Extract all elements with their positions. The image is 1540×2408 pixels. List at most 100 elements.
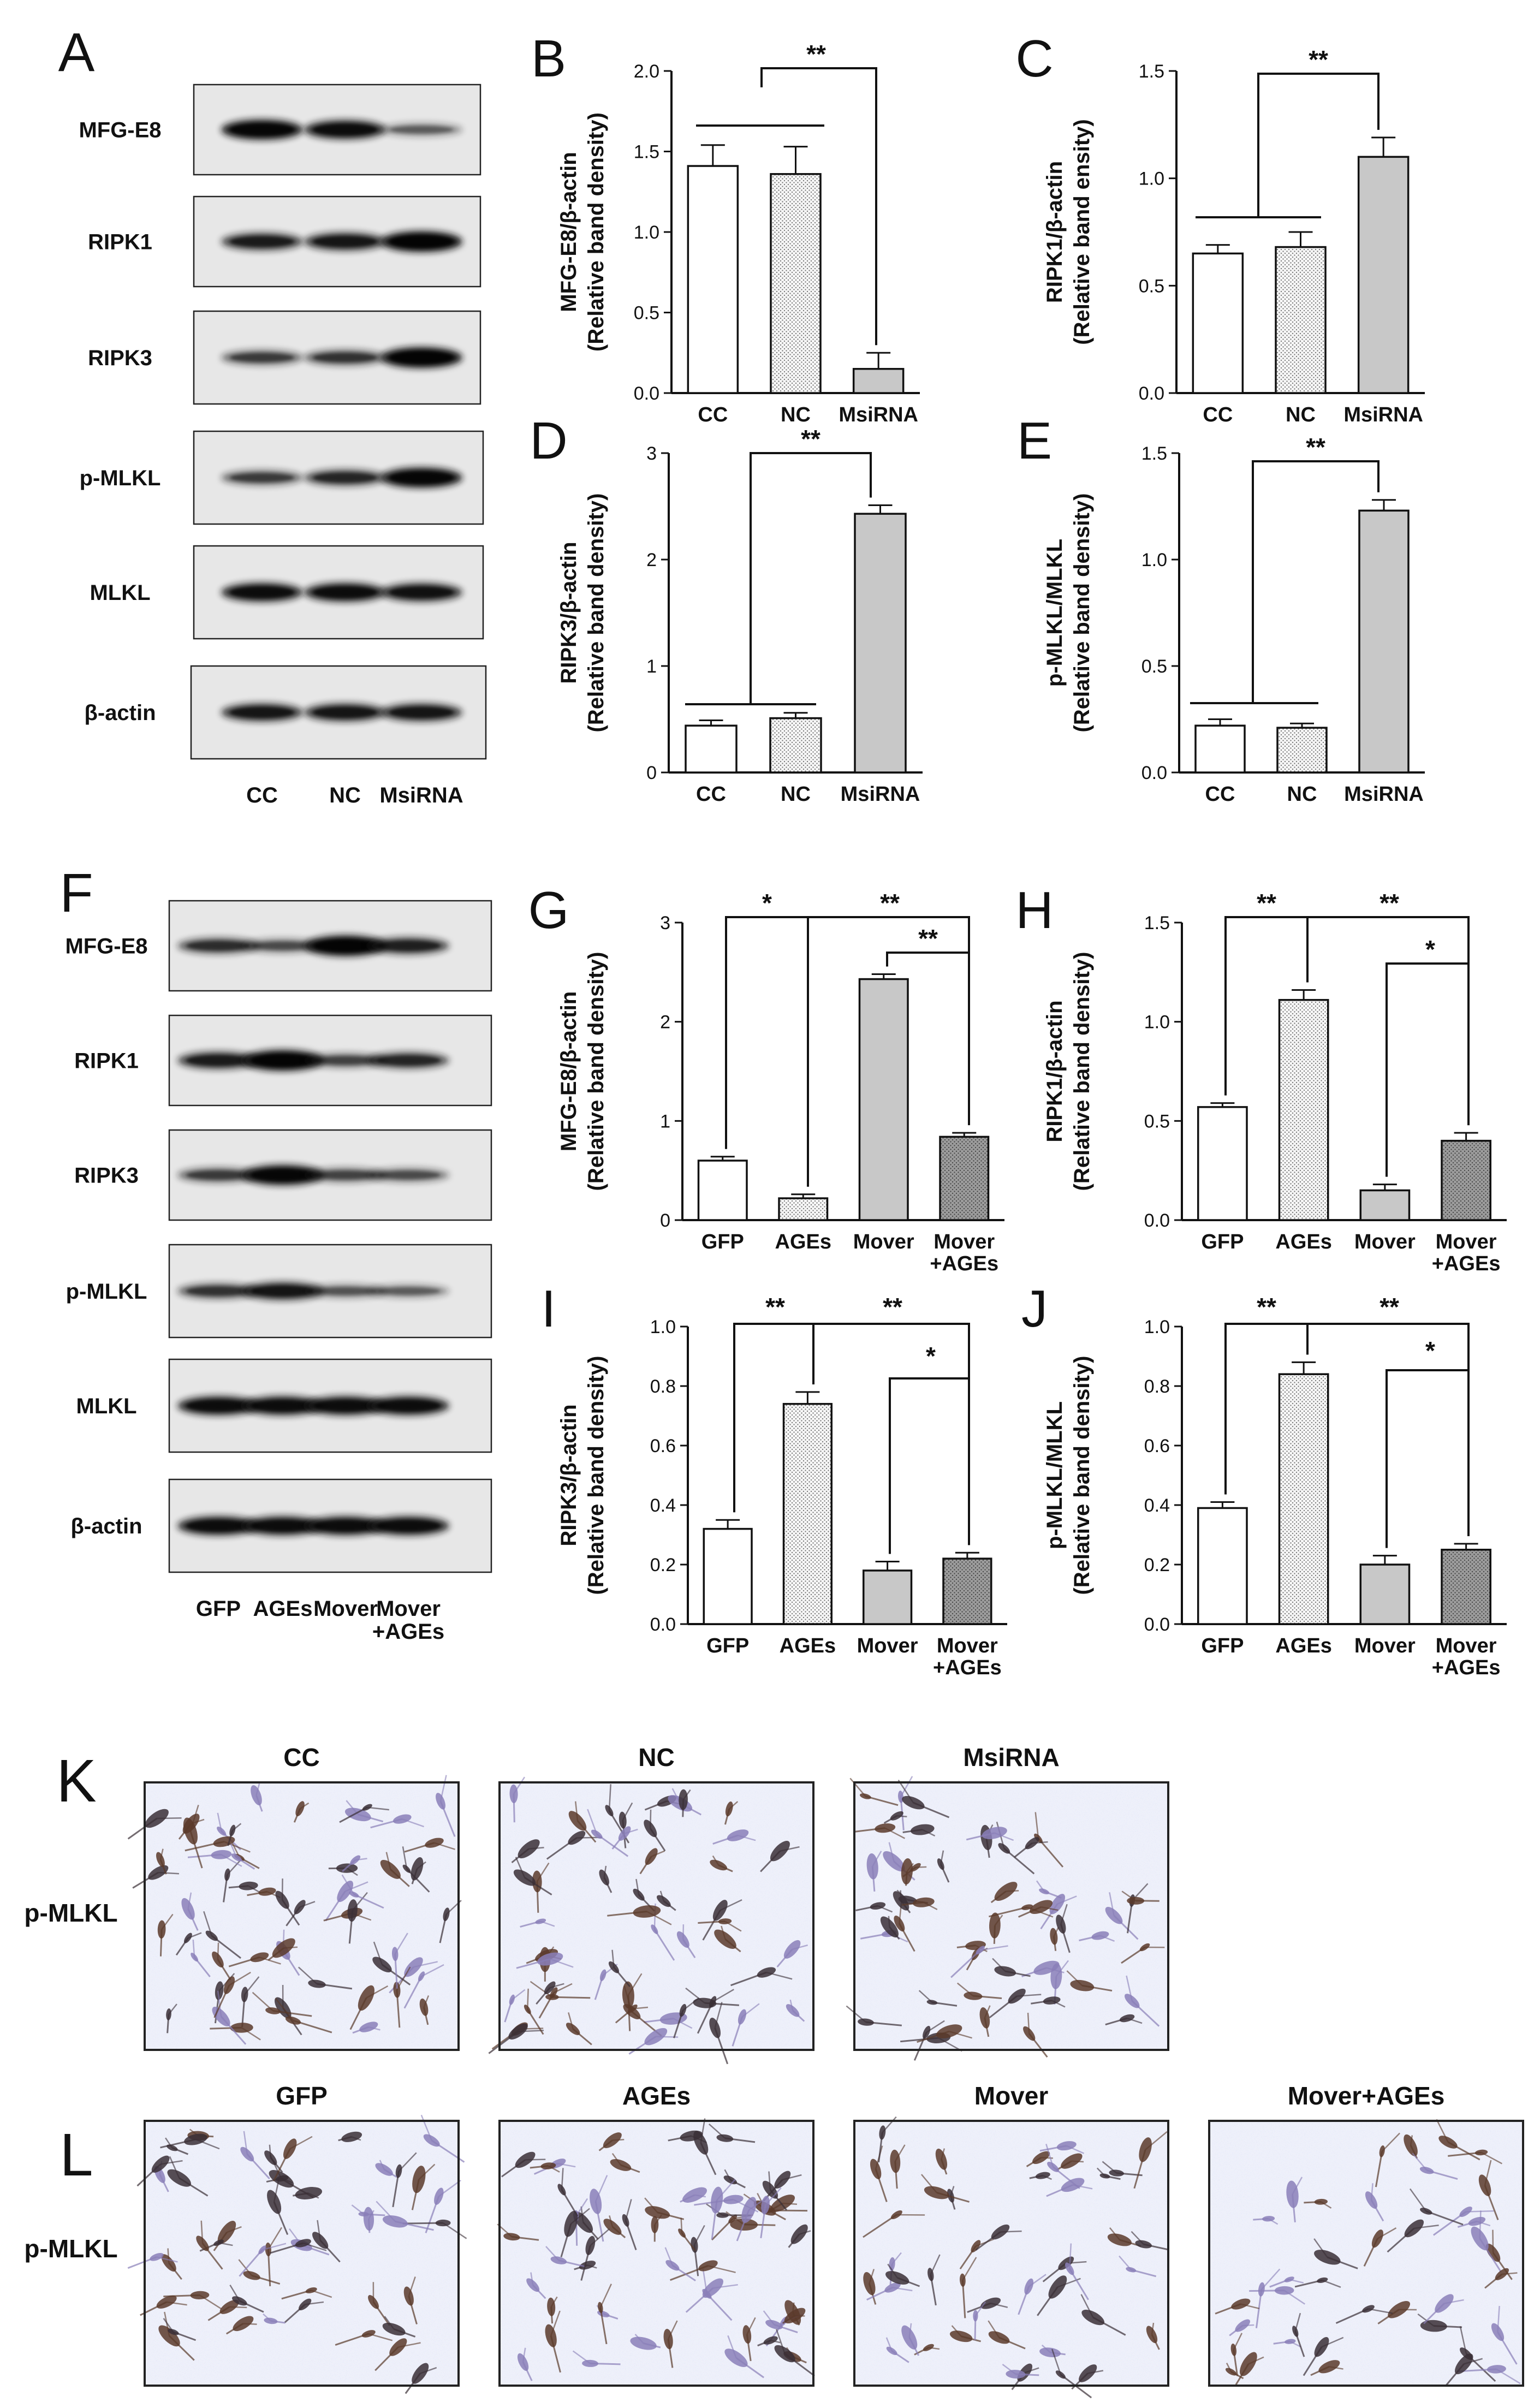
cell-process [792, 2009, 805, 2022]
cell-process [263, 2313, 271, 2322]
micrograph-texture [145, 2121, 459, 2386]
cell-process [988, 2320, 1000, 2338]
cell-process [1335, 2308, 1369, 2324]
cell-process [1377, 2309, 1400, 2324]
cell-process [1131, 2269, 1157, 2278]
significance-bracket [1257, 73, 1380, 217]
cell-process [1151, 2322, 1155, 2335]
cell-process [1151, 2334, 1160, 2350]
cell-process [603, 1877, 613, 1893]
significance-label: * [926, 1342, 936, 1370]
cell-process [411, 1868, 418, 1884]
cell-process [716, 2179, 736, 2201]
cell-process [894, 2161, 898, 2189]
cell-process [871, 1866, 876, 1892]
cell-process [1409, 2188, 1427, 2212]
cell-process [252, 1991, 273, 2012]
cell-process [370, 1818, 403, 1829]
cell-process [1303, 2346, 1323, 2376]
protein-label: RIPK1 [88, 230, 152, 254]
cell-process [175, 1937, 189, 1956]
cell-process [293, 2019, 332, 2034]
cell-process [395, 2220, 434, 2231]
bar [703, 1527, 753, 1625]
cell-process [160, 2138, 196, 2149]
cell-process [728, 1801, 739, 1810]
cell-process [284, 2304, 306, 2323]
cell-process [918, 1990, 933, 2003]
micrograph-title: CC [283, 1743, 319, 1771]
cell-process [570, 2208, 590, 2225]
cell-process [203, 1911, 213, 1936]
cell-process [698, 1921, 726, 1924]
cell-process [1046, 2184, 1073, 2197]
y-tick-label: 1.0 [1144, 1317, 1170, 1337]
y-tick-label: 0.0 [1139, 383, 1164, 404]
blot-band-core [230, 473, 294, 483]
cell-process [396, 1989, 401, 2028]
cell-process [518, 2030, 544, 2032]
cell-process [587, 1809, 598, 1835]
cell-process [557, 2162, 576, 2168]
cell-process [1018, 1906, 1042, 1918]
lane-label: AGEs [253, 1597, 313, 1621]
cell-process [546, 1837, 578, 1860]
cell-process [522, 2347, 526, 2363]
cell-process [784, 2353, 815, 2377]
cell-process [335, 2333, 369, 2346]
bar-chart-D: D 0 1 2 3 RIPK3/β-actin (Relative band density… [530, 412, 923, 806]
cell-process [962, 2257, 977, 2281]
y-tick-label: 1 [646, 656, 657, 677]
cell-process [1310, 2365, 1330, 2376]
cells [488, 1776, 808, 2065]
cell-process [417, 1861, 426, 1870]
cell-process [231, 1823, 242, 1832]
cell-process [961, 2335, 982, 2342]
micrograph-frame [144, 1781, 460, 2051]
significance-label: ** [1380, 889, 1399, 917]
significance-bracket [1252, 460, 1380, 703]
cell-process [712, 2284, 738, 2289]
y-tick-label: 0.2 [650, 1555, 676, 1575]
x-tick-label-line: Mover [937, 1634, 998, 1657]
cell-process [1215, 2303, 1241, 2315]
cell-process [1377, 2227, 1397, 2239]
cell-process [374, 2346, 399, 2371]
cell-process [668, 2135, 692, 2142]
y-tick-label: 0.2 [1144, 1555, 1170, 1575]
blot-band-core [376, 1055, 441, 1066]
y-tick-label: 1.0 [1144, 1012, 1170, 1033]
blot-band-core [376, 940, 441, 952]
blot-band-core [230, 706, 294, 718]
y-tick-label: 1.5 [1141, 443, 1167, 464]
cell-process [724, 1939, 741, 1953]
protein-label: RIPK3 [88, 346, 152, 370]
cell-process [966, 1832, 995, 1841]
cell-process [404, 1842, 435, 1853]
bar [1194, 724, 1246, 774]
cell-process [714, 2028, 729, 2065]
cell-process [530, 1981, 553, 1998]
cell-process [741, 2003, 760, 2018]
cell-process [1069, 2243, 1072, 2269]
x-tick-label: MsiRNA [1344, 783, 1424, 806]
significance-bracket [812, 1323, 970, 1545]
cell-process [1497, 2332, 1518, 2365]
cell-process [368, 2333, 393, 2341]
cell-process [1042, 2175, 1052, 2180]
blot-band-core [186, 1520, 251, 1532]
blot-band-core [186, 1170, 251, 1180]
cell-process [720, 1899, 742, 1911]
cell-process [865, 2021, 902, 2026]
blot-band-core [186, 1286, 251, 1296]
y-tick-label: 1.0 [1141, 550, 1167, 570]
cell-process [560, 2223, 572, 2257]
cell-process [1436, 2119, 1449, 2143]
cell-process [159, 1859, 167, 1875]
bar [687, 165, 739, 394]
bar-chart-G: G 0 1 2 3 MFG-E8/β-actin (Relative band densit… [528, 881, 1004, 1275]
protein-label: β-actin [70, 1514, 142, 1538]
cell-process [225, 2323, 244, 2335]
cell-process [439, 1775, 447, 1801]
cell-process [255, 1783, 260, 1795]
